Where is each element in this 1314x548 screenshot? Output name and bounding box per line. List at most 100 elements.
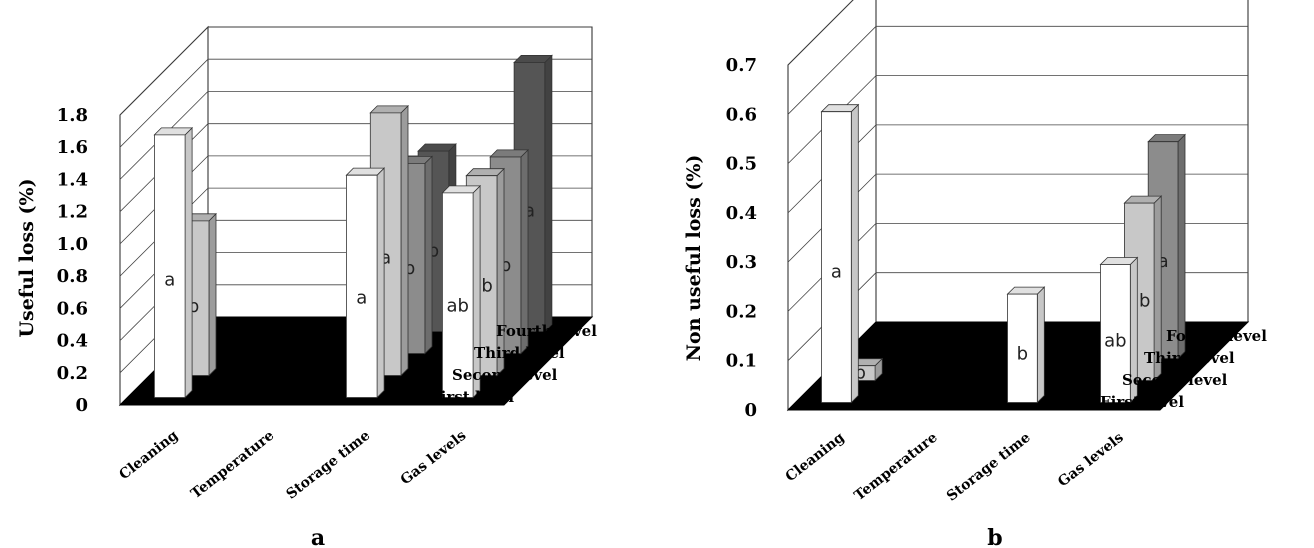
bar-letter-label: b — [1017, 344, 1028, 365]
bar: ab — [441, 184, 482, 399]
category-label: Temperature — [188, 427, 277, 502]
bar-letter-label: a — [356, 287, 367, 308]
y-tick-label: 0.5 — [726, 154, 757, 175]
grid-line — [787, 124, 1248, 214]
bar-top — [1123, 195, 1163, 204]
bar-front — [821, 111, 852, 403]
bar-side — [1177, 133, 1186, 360]
depth-level-label: First level — [1100, 393, 1184, 411]
bar-top — [1006, 286, 1046, 295]
bar: a — [345, 167, 386, 399]
grid-line — [119, 155, 592, 245]
category-label: Temperature — [851, 429, 940, 504]
y-tick-label: 0.6 — [57, 298, 88, 319]
depth-level-label: Second level — [452, 366, 558, 384]
bar-side — [1036, 286, 1045, 404]
y-tick-label: 0.1 — [726, 351, 757, 372]
grid-line — [787, 25, 1248, 115]
chart-b-category-labels: Cleaning Temperature Storage time Gas level… — [783, 429, 1127, 504]
bar-top — [513, 55, 553, 63]
grid-line — [119, 123, 592, 212]
bar-letter-label: b — [188, 296, 199, 317]
bar-letter-label: b — [855, 363, 866, 384]
bar-letter-label: a — [1158, 251, 1169, 272]
bar-front — [345, 174, 378, 398]
bar-front — [153, 134, 186, 398]
bar: a — [153, 126, 194, 399]
bar-side — [400, 104, 409, 377]
y-tick-label: 0.7 — [726, 55, 757, 76]
bar-letter-label: b — [428, 240, 439, 261]
category-label: Gas levels — [398, 427, 470, 488]
bar-letter-label: b — [500, 255, 511, 276]
chart-b-y-ticks: 0 0.1 0.2 0.3 0.4 0.5 0.6 0.7 — [726, 55, 757, 421]
category-label: Storage time — [944, 429, 1034, 504]
chart-a-panel-label: a — [311, 525, 325, 548]
depth-level-label: Fourth level — [496, 322, 597, 340]
chart-a-depth-labels: First level Second level Third level Fourth… — [430, 322, 597, 406]
bar-side — [544, 54, 553, 333]
category-label: Storage time — [283, 427, 373, 502]
bar-front — [1007, 293, 1038, 403]
category-label: Cleaning — [116, 427, 181, 483]
bar-front — [1100, 264, 1131, 403]
bar-side — [208, 212, 217, 377]
bar-letter-label: a — [380, 247, 391, 268]
y-tick-label: 0.6 — [726, 104, 757, 125]
y-tick-label: 0.2 — [57, 363, 88, 384]
depth-level-label: Third level — [1144, 349, 1235, 367]
back-wall — [875, 0, 1249, 323]
y-tick-label: 1.0 — [57, 234, 88, 255]
y-tick-label: 1.8 — [57, 105, 88, 126]
y-tick-label: 0.3 — [726, 252, 757, 273]
bar-letter-label: ab — [446, 295, 468, 316]
grid-line — [119, 26, 592, 116]
y-tick-label: 1.4 — [57, 169, 88, 190]
depth-level-label: Third level — [474, 344, 565, 362]
grid-line — [787, 0, 854, 66]
bar-letter-label: a — [524, 200, 535, 221]
depth-level-label: Second level — [1122, 371, 1228, 389]
bar: a — [820, 103, 860, 404]
grid-line — [787, 75, 1248, 164]
category-label: Cleaning — [783, 429, 848, 485]
bar-letter-label: a — [831, 262, 842, 283]
y-tick-label: 0.8 — [57, 266, 88, 287]
bar-side — [424, 155, 433, 355]
chart-a-category-labels: Cleaning Temperature Storage time Gas level… — [116, 427, 469, 502]
bar-top — [441, 185, 482, 194]
chart-b-y-axis-label: Non useful loss (%) — [683, 155, 705, 362]
chart-b-panel-label: b — [987, 525, 1002, 548]
y-tick-label: 0 — [75, 395, 88, 416]
bar-top — [153, 127, 194, 136]
bar-top — [820, 104, 860, 113]
bar-top — [1147, 134, 1186, 143]
bar-top — [465, 168, 505, 177]
chart-b-depth-labels: First level Second level Third level Fourth… — [1100, 327, 1267, 411]
y-tick-label: 1.6 — [57, 137, 88, 158]
y-tick-label: 0.4 — [57, 331, 88, 352]
category-label: Gas levels — [1055, 429, 1127, 490]
depth-level-label: Fourth level — [1166, 327, 1267, 345]
bar-letter-label: a — [164, 269, 175, 290]
grid-line — [119, 58, 592, 148]
bar: ab — [1099, 256, 1139, 404]
grid-line — [119, 91, 592, 180]
bar-top — [417, 143, 457, 152]
bar: b — [1006, 286, 1046, 404]
y-tick-label: 1.2 — [57, 202, 88, 223]
bar-letter-label: b — [404, 258, 415, 279]
bar-side — [184, 126, 193, 399]
bar-top — [369, 105, 409, 114]
bar: a — [513, 54, 553, 333]
chart-a-y-axis-label: Useful loss (%) — [16, 178, 38, 337]
bar-side — [850, 103, 859, 404]
y-tick-label: 0 — [744, 400, 757, 421]
grid-line — [787, 173, 1248, 263]
depth-level-label: First level — [430, 388, 514, 406]
